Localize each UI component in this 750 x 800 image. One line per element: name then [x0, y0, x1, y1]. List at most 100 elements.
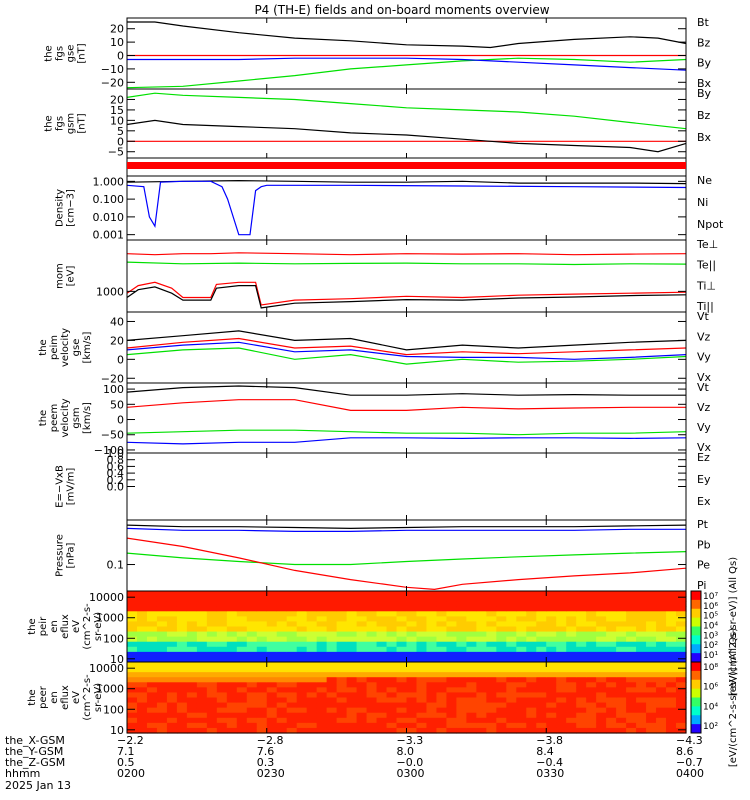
- heatmap-cell: [316, 596, 328, 602]
- heatmap-cell: [576, 606, 587, 612]
- colorbar-segment: [691, 591, 701, 594]
- heatmap-cell: [476, 712, 487, 719]
- heatmap-cell: [156, 631, 168, 638]
- heatmap-cell: [566, 656, 577, 663]
- heatmap-cell: [606, 596, 617, 602]
- heatmap-cell: [406, 616, 418, 623]
- heatmap-cell: [236, 697, 248, 704]
- heatmap-cell: [206, 697, 218, 704]
- heatmap-cell: [376, 651, 388, 658]
- heatmap-cell: [127, 682, 138, 688]
- heatmap-cell: [306, 667, 318, 673]
- heatmap-cell: [526, 717, 537, 724]
- heatmap-cell: [426, 591, 438, 597]
- heatmap-cell: [286, 656, 298, 663]
- heatmap-cell: [256, 702, 268, 709]
- heatmap-cell: [236, 677, 248, 683]
- heatmap-cell: [186, 672, 198, 678]
- heatmap-cell: [596, 596, 607, 602]
- heatmap-cell: [476, 596, 487, 602]
- heatmap-cell: [596, 601, 607, 607]
- heatmap-cell: [626, 687, 637, 694]
- heatmap-cell: [376, 591, 388, 597]
- heatmap-cell: [636, 611, 647, 617]
- heatmap-cell: [446, 697, 458, 704]
- heatmap-cell: [176, 636, 188, 643]
- heatmap-cell: [306, 646, 318, 653]
- heatmap-cell: [366, 651, 378, 658]
- heatmap-cell: [646, 667, 657, 673]
- x-tick-time: 0400: [676, 767, 704, 780]
- series-Vt-line: [126, 385, 686, 396]
- colorbar-segment: [691, 717, 701, 720]
- heatmap-cell: [466, 702, 477, 709]
- heatmap-cell: [436, 722, 448, 729]
- heatmap-cell: [446, 722, 458, 729]
- heatmap-cell: [376, 677, 388, 683]
- heatmap-cell: [166, 651, 178, 658]
- legend-Bx: Bx: [697, 77, 712, 90]
- heatmap-cell: [186, 692, 198, 699]
- heatmap-cell: [276, 682, 288, 688]
- colorbar-segment: [691, 702, 701, 706]
- heatmap-cell: [646, 646, 657, 653]
- heatmap-cell: [496, 712, 507, 719]
- heatmap-cell: [306, 712, 318, 719]
- heatmap-cell: [606, 712, 617, 719]
- heatmap-cell: [266, 687, 278, 694]
- heatmap-cell: [436, 591, 448, 597]
- colorbar-segment: [691, 644, 701, 647]
- heatmap-cell: [206, 672, 218, 678]
- heatmap-cell: [636, 687, 647, 694]
- heatmap-cell: [586, 677, 597, 683]
- heatmap-cell: [296, 616, 308, 623]
- y-tick-label: −10: [101, 63, 124, 76]
- heatmap-cell: [626, 682, 637, 688]
- x-tick-zgsm: −0.0: [397, 756, 424, 769]
- heatmap-cell: [226, 717, 238, 724]
- heatmap-cell: [636, 682, 647, 688]
- heatmap-cell: [536, 621, 547, 628]
- heatmap-cell: [656, 641, 667, 648]
- heatmap-cell: [196, 596, 208, 602]
- heatmap-cell: [666, 606, 677, 612]
- heatmap-cell: [666, 641, 677, 648]
- heatmap-cell: [276, 591, 288, 597]
- heatmap-cell: [246, 611, 258, 617]
- heatmap-cell: [606, 702, 617, 709]
- heatmap-cell: [166, 641, 178, 648]
- heatmap-cell: [196, 722, 208, 729]
- x-tick-time: 0330: [536, 767, 564, 780]
- heatmap-cell: [526, 707, 537, 714]
- heatmap-cell: [176, 651, 188, 658]
- heatmap-cell: [356, 611, 368, 617]
- heatmap-cell: [526, 712, 537, 719]
- heatmap-cell: [336, 601, 348, 607]
- heatmap-cell: [336, 636, 348, 643]
- heatmap-cell: [316, 631, 328, 638]
- heatmap-cell: [656, 636, 667, 643]
- heatmap-cell: [156, 641, 168, 648]
- heatmap-cell: [196, 591, 208, 597]
- heatmap-cell: [626, 717, 637, 724]
- heatmap-cell: [127, 636, 138, 643]
- heatmap-cell: [666, 621, 677, 628]
- heatmap-cell: [356, 692, 368, 699]
- heatmap-cell: [406, 692, 418, 699]
- heatmap-cell: [186, 687, 198, 694]
- heatmap-cell: [676, 646, 687, 653]
- heatmap-cell: [296, 672, 308, 678]
- heatmap-cell: [136, 611, 148, 617]
- heatmap-cell: [646, 702, 657, 709]
- heatmap-cell: [386, 692, 398, 699]
- heatmap-cell: [506, 626, 517, 633]
- heatmap-cell: [206, 692, 218, 699]
- heatmap-cell: [626, 712, 637, 719]
- heatmap-cell: [266, 641, 278, 648]
- heatmap-cell: [416, 641, 428, 648]
- heatmap-cell: [556, 687, 567, 694]
- heatmap-cell: [316, 677, 328, 683]
- heatmap-cell: [566, 631, 577, 638]
- colorbar-tick-label: 10¹: [703, 651, 718, 661]
